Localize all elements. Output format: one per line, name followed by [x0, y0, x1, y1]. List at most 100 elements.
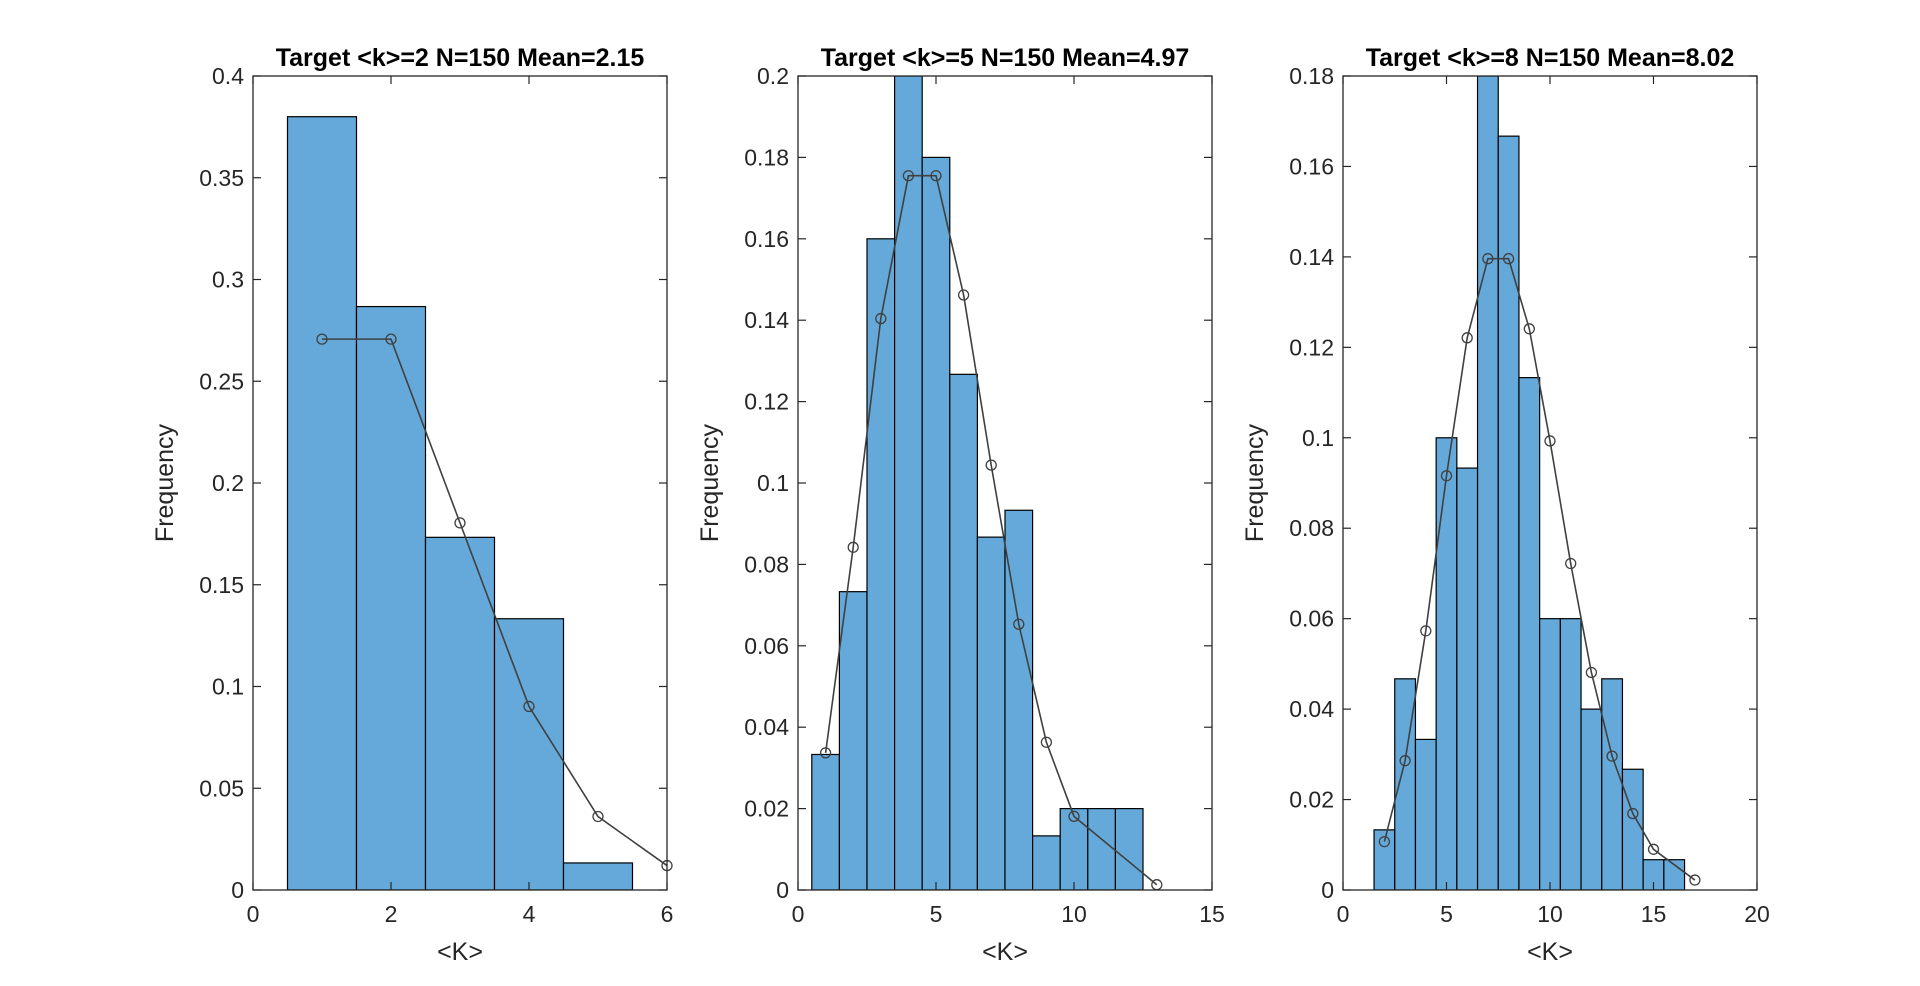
- y-tick-label: 0.1: [757, 470, 789, 496]
- y-tick-label: 0.18: [744, 144, 789, 170]
- histogram-bar: [1114, 807, 1144, 890]
- histogram-bars: [286, 116, 634, 890]
- y-tick-label: 0: [231, 877, 244, 903]
- fit-line-marker: [1502, 253, 1515, 265]
- histogram-bar: [1414, 738, 1437, 890]
- histogram-bar: [976, 536, 1006, 890]
- fit-line-marker: [1040, 736, 1053, 748]
- y-tick-label: 0.08: [744, 551, 789, 577]
- fit-line-marker: [1544, 435, 1556, 447]
- y-tick-label: 0: [776, 877, 789, 903]
- y-tick-label: 0.18: [1289, 63, 1334, 89]
- chart-title: Target <k>=8 N=150 Mean=8.02: [1366, 44, 1735, 72]
- histogram-bar: [562, 862, 634, 890]
- histogram-bar: [838, 591, 868, 890]
- x-axis-label: <K>: [982, 938, 1028, 966]
- fit-line-marker: [1461, 332, 1473, 344]
- histogram-bar: [1456, 467, 1479, 890]
- y-tick-label: 0.2: [212, 470, 244, 496]
- histogram-bar: [355, 305, 427, 890]
- fit-line-marker: [1627, 807, 1639, 820]
- fit-line-marker: [1013, 618, 1025, 630]
- x-tick-label: 10: [1061, 901, 1087, 927]
- fit-line-marker: [1585, 666, 1598, 679]
- histogram-bar: [1663, 859, 1686, 890]
- histogram-bar: [424, 536, 496, 890]
- histogram-bar: [1476, 76, 1499, 890]
- y-tick-label: 0.04: [1289, 696, 1334, 722]
- x-axis-label: <K>: [1527, 938, 1573, 966]
- fit-line-marker: [316, 333, 328, 345]
- histogram-bars: [811, 76, 1144, 890]
- x-tick-label: 15: [1199, 901, 1225, 927]
- histogram-bar: [286, 116, 358, 890]
- histogram-bar: [1518, 377, 1541, 890]
- fit-line: [824, 174, 1158, 886]
- x-tick-label: 20: [1744, 901, 1770, 927]
- y-tick-label: 0.14: [744, 307, 789, 333]
- y-tick-label: 0.05: [199, 775, 244, 801]
- fit-line: [322, 338, 668, 867]
- chart-title: Target <k>=5 N=150 Mean=4.97: [821, 44, 1190, 72]
- histogram-bar: [1580, 708, 1603, 890]
- y-tick-label: 0.08: [1289, 515, 1334, 541]
- x-tick-label: 5: [1440, 901, 1453, 927]
- fit-line-marker: [1068, 810, 1080, 822]
- fit-line-marker: [1482, 253, 1494, 265]
- histogram-bar: [1601, 678, 1624, 890]
- x-tick-label: 10: [1537, 901, 1563, 927]
- y-tick-label: 0.1: [212, 674, 244, 700]
- fit-line-marker: [1689, 874, 1701, 886]
- histogram-bar: [1087, 807, 1117, 890]
- histogram-bar: [893, 76, 923, 890]
- histogram-bar: [866, 238, 896, 890]
- fit-line-marker: [847, 541, 859, 553]
- histogram-bar: [921, 156, 951, 890]
- y-tick-label: 0.12: [1289, 334, 1334, 360]
- subplot-3: 0 5 10 15 20 0 0.02 0.04 0.06 0.08 0.1 0.12 0.14 0.16…: [1241, 44, 1770, 966]
- y-tick-label: 0.02: [1289, 787, 1334, 813]
- fit-line-marker: [930, 170, 942, 182]
- y-tick-label: 0: [1321, 877, 1334, 903]
- y-tick-label: 0.2: [757, 63, 789, 89]
- fit-line-marker: [592, 810, 604, 823]
- y-tick-label: 0.02: [744, 796, 789, 822]
- histogram-bar: [1621, 768, 1644, 890]
- fit-line-marker: [523, 700, 535, 713]
- x-tick-label: 0: [247, 901, 260, 927]
- histogram-bar: [949, 373, 978, 890]
- histogram-bar: [1559, 618, 1582, 890]
- y-tick-label: 0.15: [199, 572, 244, 598]
- fit-line-marker: [1399, 755, 1411, 767]
- fit-line-marker: [385, 333, 397, 345]
- x-tick-label: 15: [1641, 901, 1667, 927]
- subplot-2: 0 5 10 15 0 0.02 0.04 0.06 0.08 0.1 0.12 0.14 0.16 0.…: [696, 44, 1225, 966]
- fit-line-marker: [875, 312, 887, 325]
- y-tick-label: 0.16: [744, 226, 789, 252]
- y-axis-label: Frequency: [1241, 423, 1269, 542]
- fit-line-marker: [1378, 835, 1391, 848]
- y-tick-label: 0.16: [1289, 153, 1334, 179]
- y-tick-label: 0.4: [212, 63, 244, 89]
- x-tick-label: 2: [385, 901, 398, 927]
- x-tick-label: 6: [661, 901, 674, 927]
- chart-title: Target <k>=2 N=150 Mean=2.15: [276, 44, 645, 72]
- x-tick-label: 0: [792, 901, 805, 927]
- histogram-bar: [811, 753, 840, 890]
- histogram-bar: [1435, 437, 1458, 890]
- y-tick-label: 0.06: [1289, 606, 1334, 632]
- x-tick-label: 5: [930, 901, 943, 927]
- fit-line-marker: [1565, 557, 1577, 570]
- y-tick-label: 0.25: [199, 368, 244, 394]
- y-tick-label: 0.12: [744, 389, 789, 415]
- y-tick-label: 0.04: [744, 714, 789, 740]
- y-tick-label: 0.1: [1302, 425, 1334, 451]
- fit-line: [1383, 257, 1696, 881]
- histogram-bars: [1373, 76, 1686, 890]
- fit-line-marker: [1420, 625, 1432, 637]
- fit-line-marker: [957, 289, 970, 301]
- histogram-bar: [1031, 835, 1061, 890]
- fit-line-marker: [1440, 470, 1453, 482]
- y-tick-label: 0.06: [744, 633, 789, 659]
